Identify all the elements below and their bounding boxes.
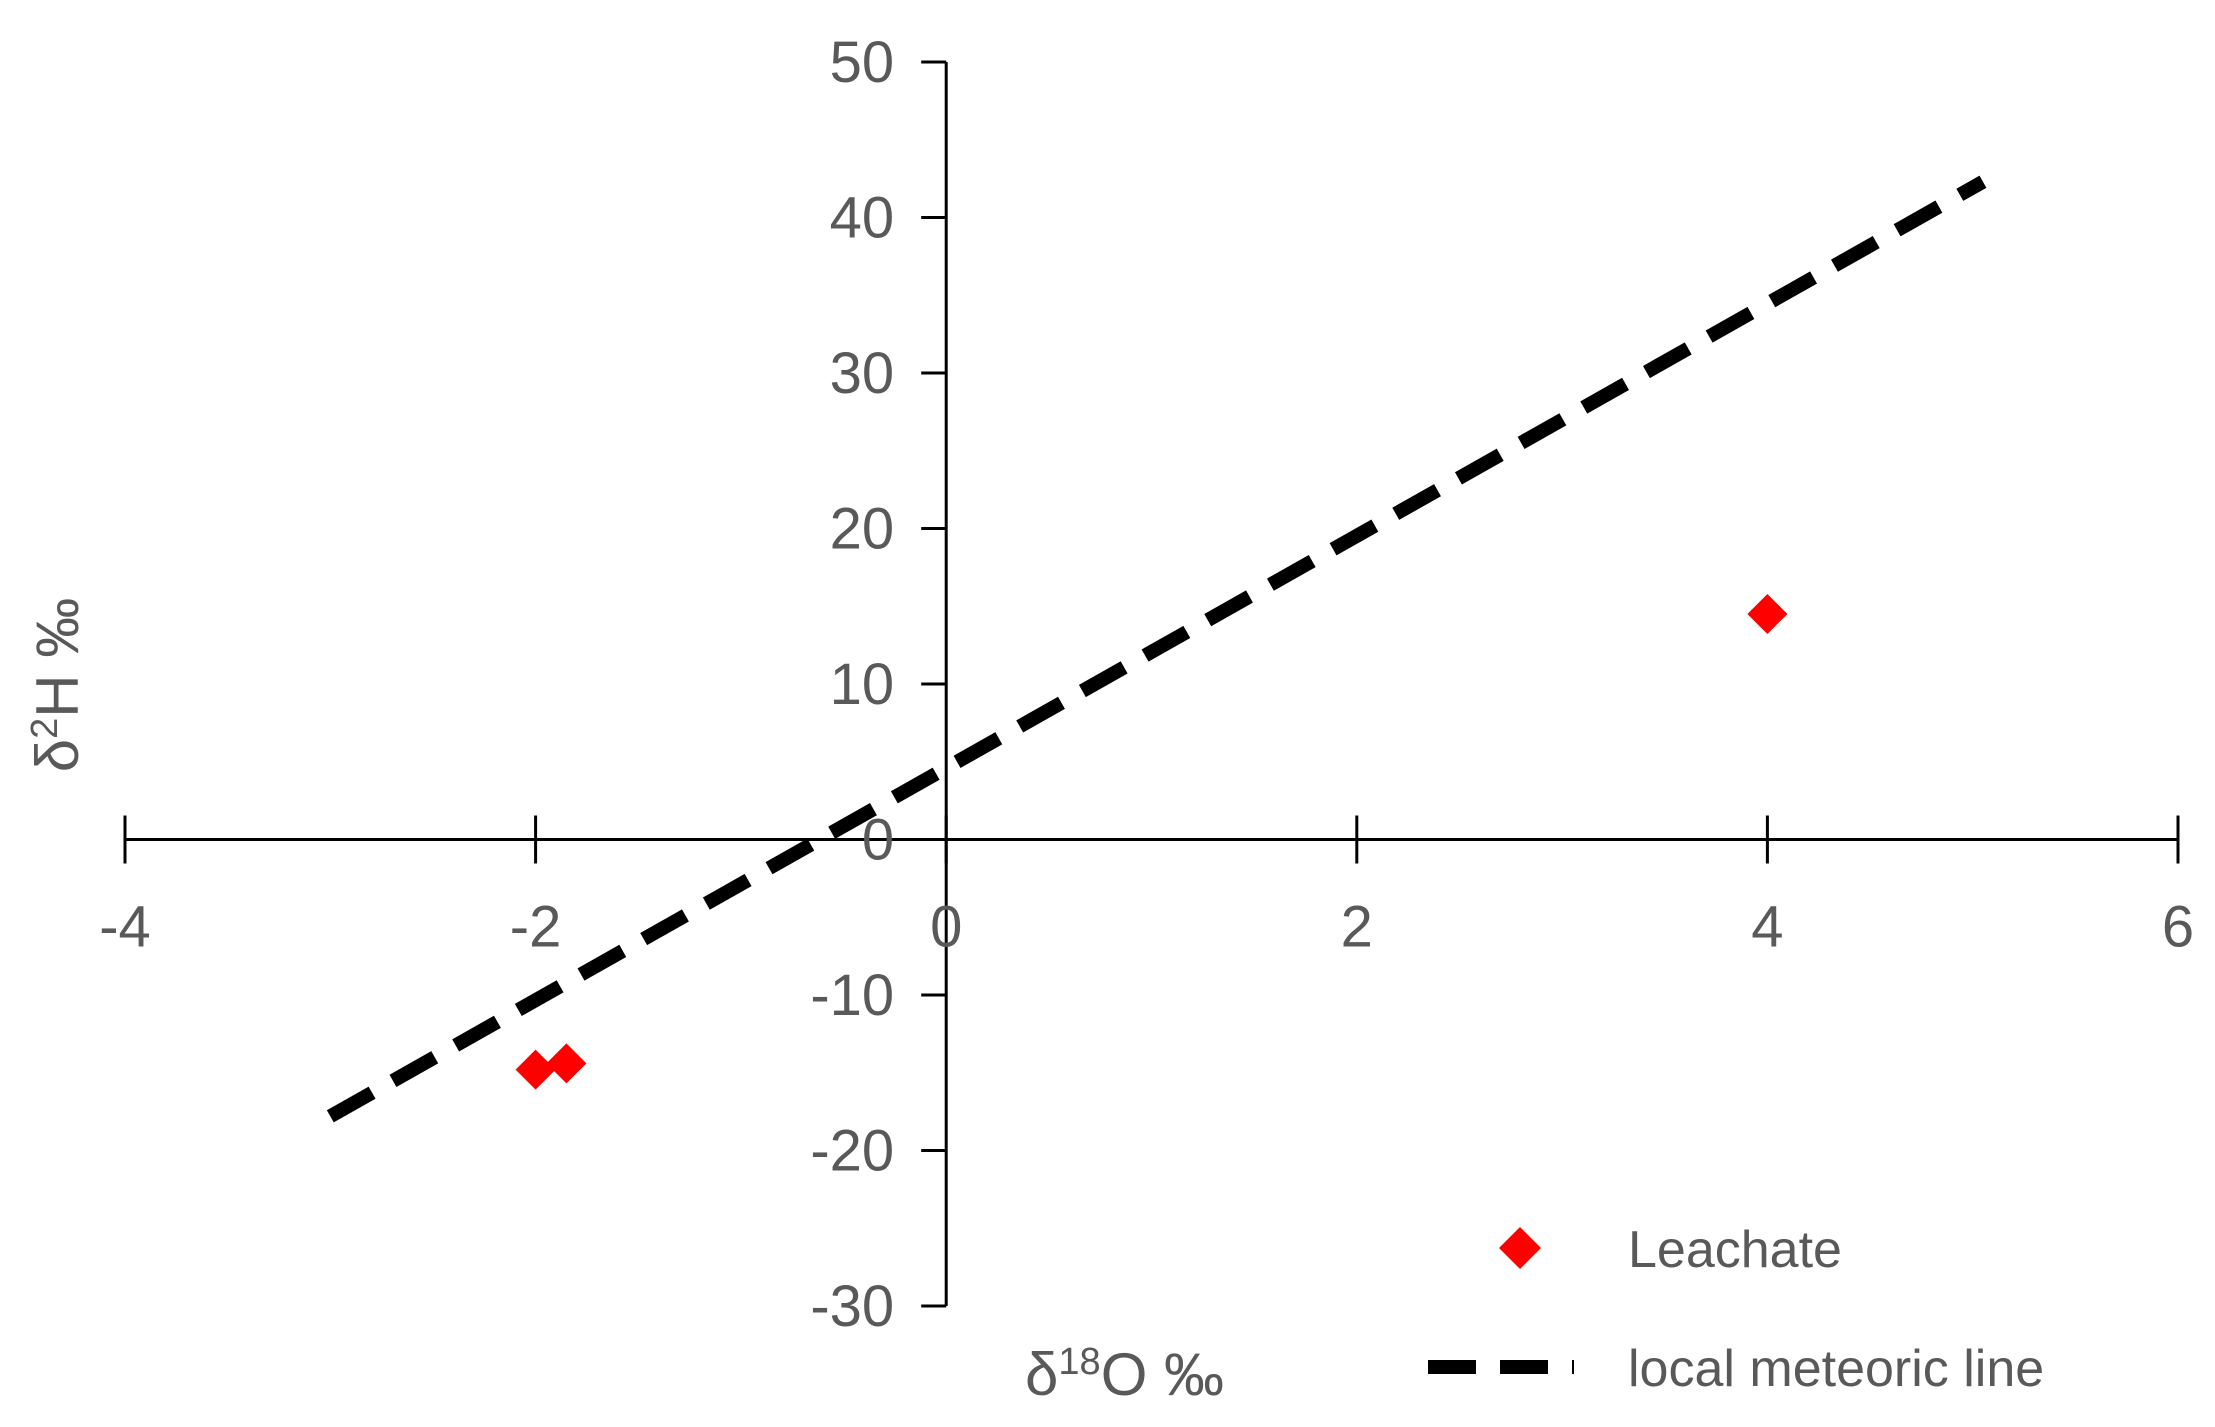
legend-meteoric-line-label: local meteoric line [1628,1340,2044,1398]
legend: Leachate local meteoric line [1428,1221,2044,1398]
y-tick-label: -30 [810,1274,894,1339]
meteoric-line [326,175,1987,1123]
x-tick-label: 6 [2162,895,2194,960]
y-tick-label: -20 [810,1119,894,1184]
leachate-point [546,1043,587,1084]
y-tick-label: 50 [830,30,895,95]
x-tick-label: 2 [1341,895,1373,960]
x-tick-label: 4 [1751,895,1783,960]
x-tick-label: -2 [510,895,562,960]
x-tick-label: -4 [99,895,151,960]
plot-area [326,175,1987,1123]
x-axis-title: δ18O ‰ [1025,1341,1224,1408]
leachate-point [1747,594,1788,635]
y-tick-label: -10 [810,963,894,1028]
y-tick-label: 30 [830,341,895,406]
y-tick-label: 10 [830,652,895,717]
legend-leachate-marker [1499,1227,1541,1269]
y-tick-label: 40 [830,186,895,251]
y-tick-label: 20 [830,497,895,562]
legend-leachate-label: Leachate [1628,1221,1842,1279]
leachate-point [515,1049,556,1090]
y-axis-title: δ2H ‰ [24,598,91,773]
x-tick-label: 0 [930,895,962,960]
